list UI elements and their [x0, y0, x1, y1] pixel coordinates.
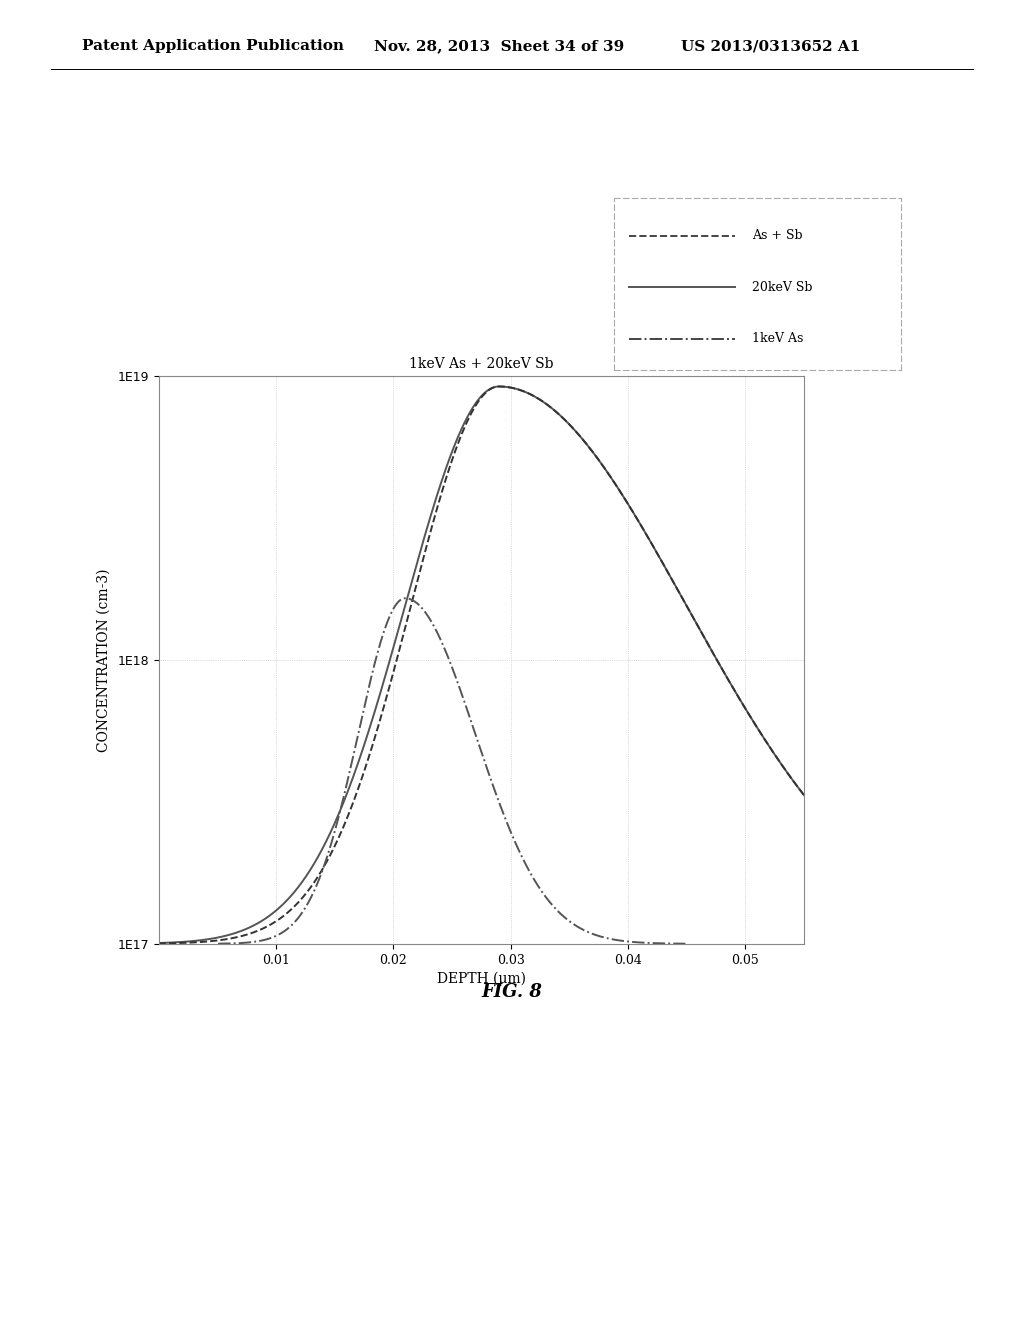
Title: 1keV As + 20keV Sb: 1keV As + 20keV Sb	[409, 356, 554, 371]
Text: Patent Application Publication: Patent Application Publication	[82, 40, 344, 53]
Text: As + Sb: As + Sb	[752, 230, 803, 243]
Text: 20keV Sb: 20keV Sb	[752, 281, 812, 294]
Y-axis label: CONCENTRATION (cm-3): CONCENTRATION (cm-3)	[96, 568, 111, 752]
Text: FIG. 8: FIG. 8	[481, 982, 543, 1001]
Text: US 2013/0313652 A1: US 2013/0313652 A1	[681, 40, 860, 53]
Text: Nov. 28, 2013  Sheet 34 of 39: Nov. 28, 2013 Sheet 34 of 39	[374, 40, 624, 53]
X-axis label: DEPTH (μm): DEPTH (μm)	[437, 972, 525, 986]
Text: 1keV As: 1keV As	[752, 333, 804, 346]
